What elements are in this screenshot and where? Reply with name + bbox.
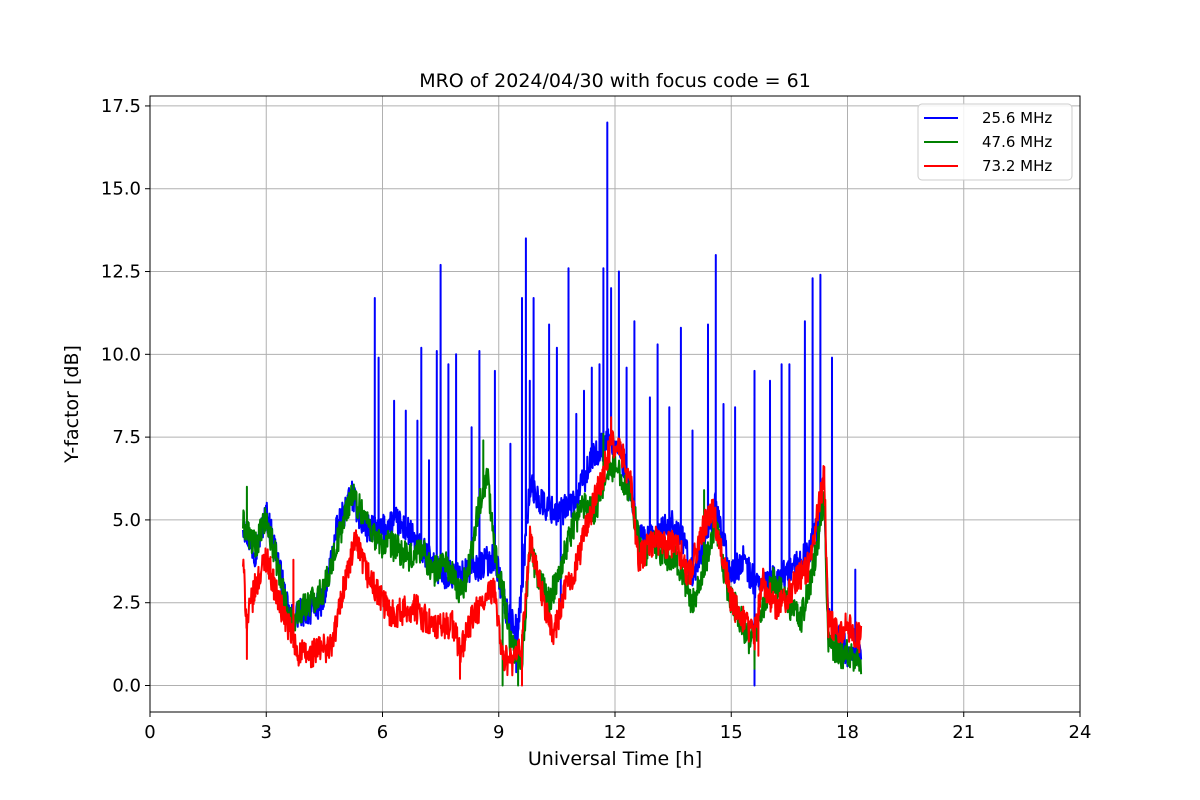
legend: 25.6 MHz 47.6 MHz 73.2 MHz [917,103,1073,181]
y-tick-label: 15.0 [101,179,141,200]
y-axis-title: Y-factor [dB] [61,345,83,464]
x-tick-label: 24 [1069,722,1092,743]
x-tick-label: 0 [144,722,155,743]
y-tick-label: 7.5 [112,427,141,448]
x-tick-label: 18 [836,722,859,743]
legend-label: 73.2 MHz [982,157,1052,175]
x-tick-label: 12 [604,722,627,743]
legend-box [917,103,1073,181]
ticks: 0 3 6 9 12 15 18 21 24 0.0 2.5 5.0 7.5 10.0 12.5 15.0 17… [101,96,1092,743]
legend-label: 47.6 MHz [982,133,1052,151]
y-tick-label: 17.5 [101,96,141,117]
y-tick-label: 5.0 [112,510,141,531]
series-layer [242,121,863,687]
x-tick-label: 6 [377,722,388,743]
y-tick-label: 10.0 [101,344,141,365]
y-tick-label: 0.0 [112,676,141,697]
y-tick-label: 12.5 [101,262,141,283]
y-tick-label: 2.5 [112,593,141,614]
legend-label: 25.6 MHz [982,109,1052,127]
x-tick-label: 3 [261,722,272,743]
x-tick-label: 15 [720,722,743,743]
x-tick-label: 21 [952,722,975,743]
x-axis-title: Universal Time [h] [528,748,702,770]
x-tick-label: 9 [493,722,504,743]
chart-title: MRO of 2024/04/30 with focus code = 61 [419,70,811,92]
series-line-2 [242,416,863,687]
